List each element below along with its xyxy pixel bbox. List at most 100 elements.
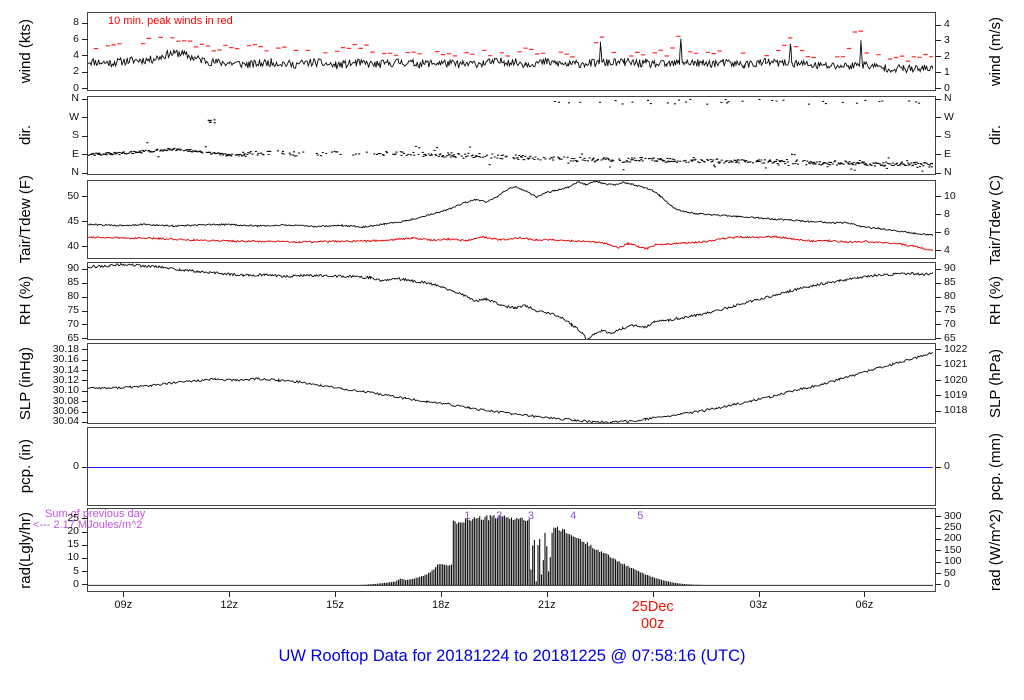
y-axis-title-rh-right: RH (%) (984, 262, 1006, 340)
x-tick (229, 592, 231, 597)
series-tair-f (88, 181, 933, 237)
y-axis-title-text: pcp. (mm) (986, 432, 1004, 501)
y-tick-rh (935, 268, 941, 270)
x-tick-date (652, 592, 654, 597)
y-tick-rh (82, 324, 88, 326)
y-axis-title-temp-right: Tair/Tdew (C) (984, 175, 1006, 265)
y-tick-label-rh: 65 (67, 331, 79, 344)
y-tick-temp (935, 250, 941, 251)
x-tick-label: 21z (537, 599, 556, 611)
y-tick-label-slp: 1019 (944, 388, 968, 401)
y-axis-title-text: SLP (inHg) (16, 346, 34, 421)
panel-slp-plot (88, 351, 933, 423)
y-axis-title-dir-right: dir. (984, 96, 1006, 175)
x-tick-label: 03z (749, 599, 768, 611)
y-axis-title-rad-left: rad(Lgly/hr) (14, 508, 36, 592)
y-tick-label-wind: 4 (944, 18, 950, 30)
y-tick-rad (935, 516, 941, 518)
y-tick-wind (935, 88, 941, 90)
y-tick-slp (82, 411, 88, 413)
y-tick-label-rad: 0 (73, 577, 79, 590)
y-tick-label-slp: 30.12 (52, 373, 79, 386)
y-tick-label-slp: 30.14 (52, 363, 79, 376)
y-tick-label-rh: 90 (944, 262, 956, 275)
y-tick-wind (935, 24, 941, 26)
y-tick-label-slp: 1020 (944, 373, 968, 386)
y-tick-dir (82, 98, 88, 100)
y-tick-dir (935, 154, 941, 155)
y-tick-slp (935, 380, 941, 382)
y-axis-title-text: SLP (hPa) (986, 349, 1004, 418)
y-tick-slp (935, 349, 941, 351)
y-axis-title-text: Tair/Tdew (F) (16, 175, 34, 264)
y-axis-title-text: wind (kts) (16, 19, 34, 84)
y-tick-label-wind: 4 (73, 48, 79, 61)
y-tick-label-wind: 2 (944, 49, 950, 62)
y-tick-temp (935, 214, 941, 215)
y-tick-wind (82, 88, 88, 90)
y-tick-label-rh: 85 (67, 276, 79, 289)
y-tick-slp (935, 364, 941, 366)
y-tick-label-rad: 10 (67, 551, 79, 564)
y-axis-title-text: dir. (16, 125, 34, 146)
y-tick-rad (82, 531, 88, 533)
y-tick-temp (82, 196, 88, 197)
y-tick-label-pcp: 0 (73, 460, 79, 472)
y-tick-wind (82, 55, 88, 57)
panel-dir-plot (88, 98, 933, 172)
series-wind-peak-10min (93, 30, 933, 62)
y-axis-title-text: dir. (986, 125, 1004, 146)
y-tick-label-rh: 80 (67, 290, 79, 302)
y-tick-label-rad: 25 (67, 511, 79, 524)
figure-title: UW Rooftop Data for 20181224 to 20181225… (278, 647, 746, 665)
y-tick-slp (935, 410, 941, 412)
y-tick-label-dir: W (944, 110, 954, 123)
y-tick-rh (82, 338, 88, 340)
panel-rh (87, 262, 936, 340)
y-tick-label-slp: 30.18 (52, 342, 79, 355)
y-tick-label-dir: S (71, 129, 79, 141)
panel-pcp-plot (88, 467, 933, 468)
y-axis-title-slp-left: SLP (inHg) (14, 343, 36, 424)
y-tick-label-rh: 70 (67, 317, 79, 330)
y-tick-label-wind: 8 (73, 16, 79, 29)
y-tick-slp (82, 421, 88, 423)
y-axis-title-wind-right: wind (m/s) (984, 12, 1006, 91)
y-tick-dir (82, 135, 88, 137)
rad-sum-marker-3: 3 (527, 510, 535, 522)
panel-temp (87, 180, 936, 259)
rad-sum-marker-5: 5 (637, 510, 644, 522)
y-tick-rad (935, 538, 941, 540)
y-tick-rh (82, 268, 88, 270)
y-tick-wind (82, 22, 88, 24)
y-tick-label-slp: 1021 (944, 358, 968, 371)
y-axis-title-wind-left: wind (kts) (14, 12, 36, 91)
y-tick-rad (935, 573, 941, 574)
panel-wind: 10 min. peak winds in red (87, 12, 936, 91)
y-tick-rh (935, 310, 941, 312)
y-tick-rh (935, 324, 941, 326)
y-tick-label-slp: 30.08 (52, 394, 79, 407)
y-axis-title-dir-left: dir. (14, 96, 36, 175)
y-tick-wind (935, 56, 941, 58)
y-tick-label-dir: S (944, 129, 952, 141)
y-axis-title-text: pcp. (in) (16, 439, 34, 494)
y-tick-label-slp: 1022 (944, 342, 968, 355)
panel-pcp (87, 427, 936, 506)
y-tick-label-temp: 50 (67, 189, 79, 202)
annotation-wind-0: 10 min. peak winds in red (108, 15, 233, 27)
y-axis-title-text: RH (%) (16, 276, 34, 326)
x-date-label-line2: 00z (640, 616, 665, 632)
y-axis-title-pcp-left: pcp. (in) (14, 427, 36, 506)
y-tick-label-rad: 100 (944, 555, 962, 568)
series-slp-inhg (88, 351, 933, 423)
x-date-label-line1: 25Dec (631, 599, 674, 615)
y-tick-slp (82, 390, 88, 392)
x-tick-label: 15z (326, 599, 344, 611)
x-tick (335, 592, 336, 597)
panel-rh-plot (88, 263, 933, 339)
y-tick-label-dir: E (944, 147, 952, 160)
y-axis-title-pcp-right: pcp. (mm) (984, 427, 1006, 506)
y-tick-label-dir: N (71, 92, 79, 104)
